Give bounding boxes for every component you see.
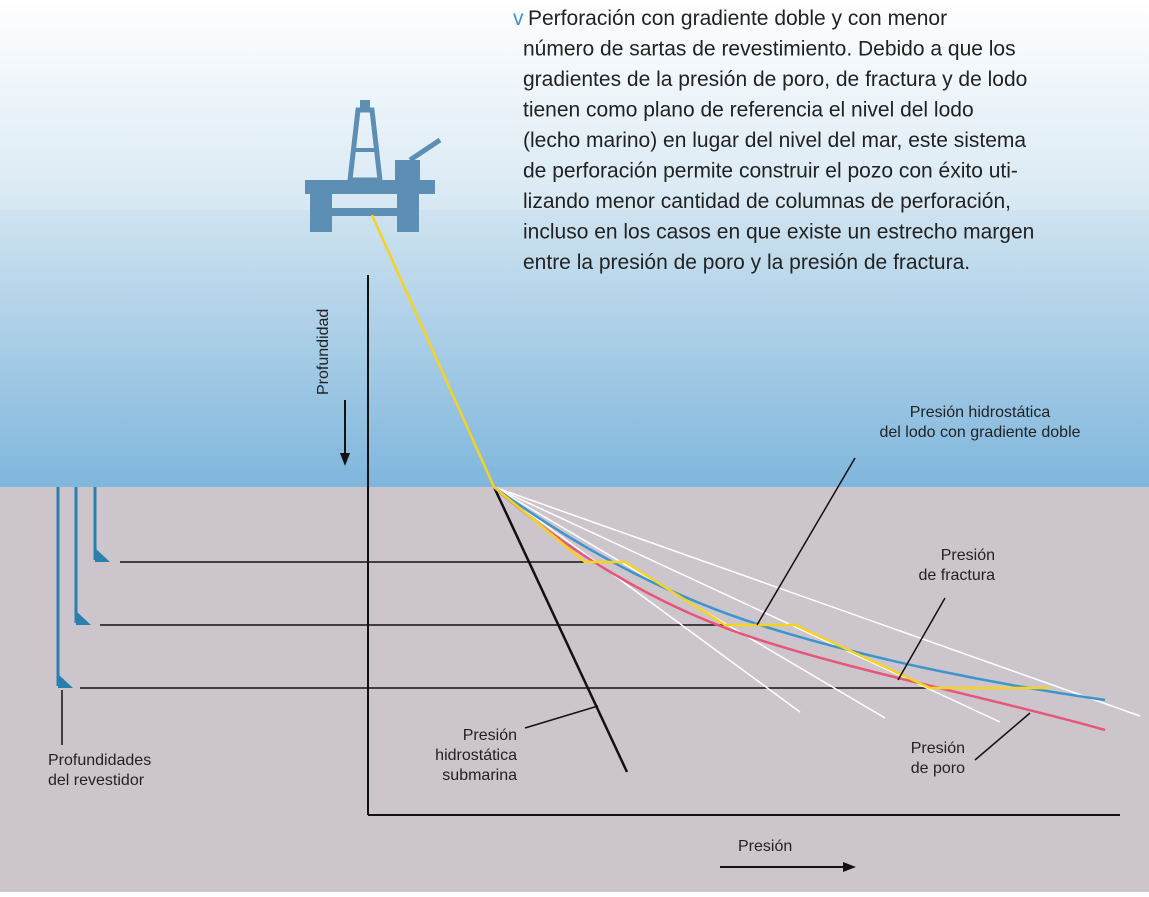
label: Presión	[911, 740, 965, 757]
label: del lodo con gradiente doble	[879, 424, 1080, 441]
label: del revestidor	[48, 772, 145, 789]
description-line: lizando menor cantidad de columnas de pe…	[523, 190, 1011, 213]
sea	[0, 210, 1149, 487]
label: de fractura	[919, 567, 996, 584]
labels: Presión hidrostática del lodo con gradien…	[48, 404, 1081, 789]
label: Presión	[941, 547, 995, 564]
y-axis-label: Profundidad	[315, 309, 332, 395]
label: submarina	[442, 767, 517, 784]
description-line: Perforación con gradiente doble y con me…	[528, 7, 947, 30]
bullet: v	[513, 7, 524, 30]
description: Perforación con gradiente doble y con me…	[523, 7, 1034, 274]
rig	[305, 100, 442, 232]
description-line: tienen como plano de referencia el nivel…	[523, 99, 974, 122]
description-line: entre la presión de poro y la presión de…	[523, 251, 970, 274]
description-line: incluso en los casos en que existe un es…	[523, 221, 1034, 244]
label: de poro	[911, 760, 965, 777]
casing-lines	[80, 561, 930, 689]
subsea-hydrostatic-line	[492, 486, 629, 773]
x-axis-label: Presión	[738, 838, 792, 855]
leaders	[524, 457, 1031, 761]
label: Presión hidrostática	[910, 404, 1051, 421]
description-line: gradientes de la presión de poro, de fra…	[523, 68, 1027, 91]
sky	[0, 0, 1149, 210]
casings	[56, 487, 110, 688]
description-line: (lecho marino) en lugar del nivel del ma…	[523, 129, 1026, 152]
mud-line	[370, 214, 1050, 690]
label: Presión	[463, 727, 517, 744]
description-line: número de sartas de revestimiento. Debid…	[523, 38, 1016, 61]
arrow-head	[843, 862, 856, 872]
arrow-head	[340, 453, 350, 466]
label: Profundidades	[48, 752, 151, 769]
label: hidrostática	[435, 747, 517, 764]
pore-line	[493, 486, 1106, 732]
description-line: de perforación permite construir el pozo…	[523, 160, 1018, 183]
